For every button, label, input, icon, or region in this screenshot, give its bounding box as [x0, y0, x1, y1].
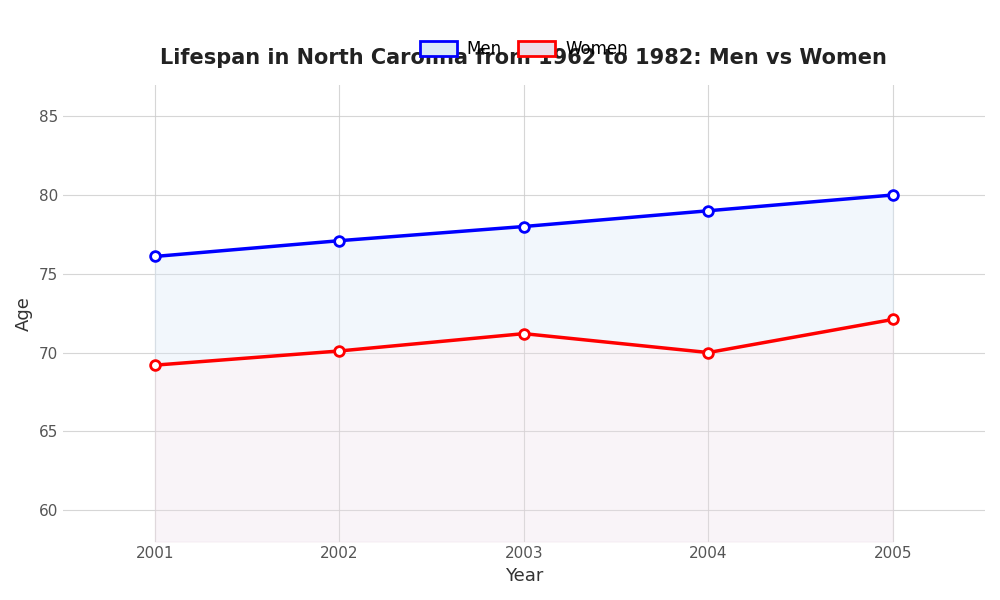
X-axis label: Year: Year	[505, 567, 543, 585]
Legend: Men, Women: Men, Women	[413, 34, 634, 65]
Y-axis label: Age: Age	[15, 296, 33, 331]
Title: Lifespan in North Carolina from 1962 to 1982: Men vs Women: Lifespan in North Carolina from 1962 to …	[160, 48, 887, 68]
